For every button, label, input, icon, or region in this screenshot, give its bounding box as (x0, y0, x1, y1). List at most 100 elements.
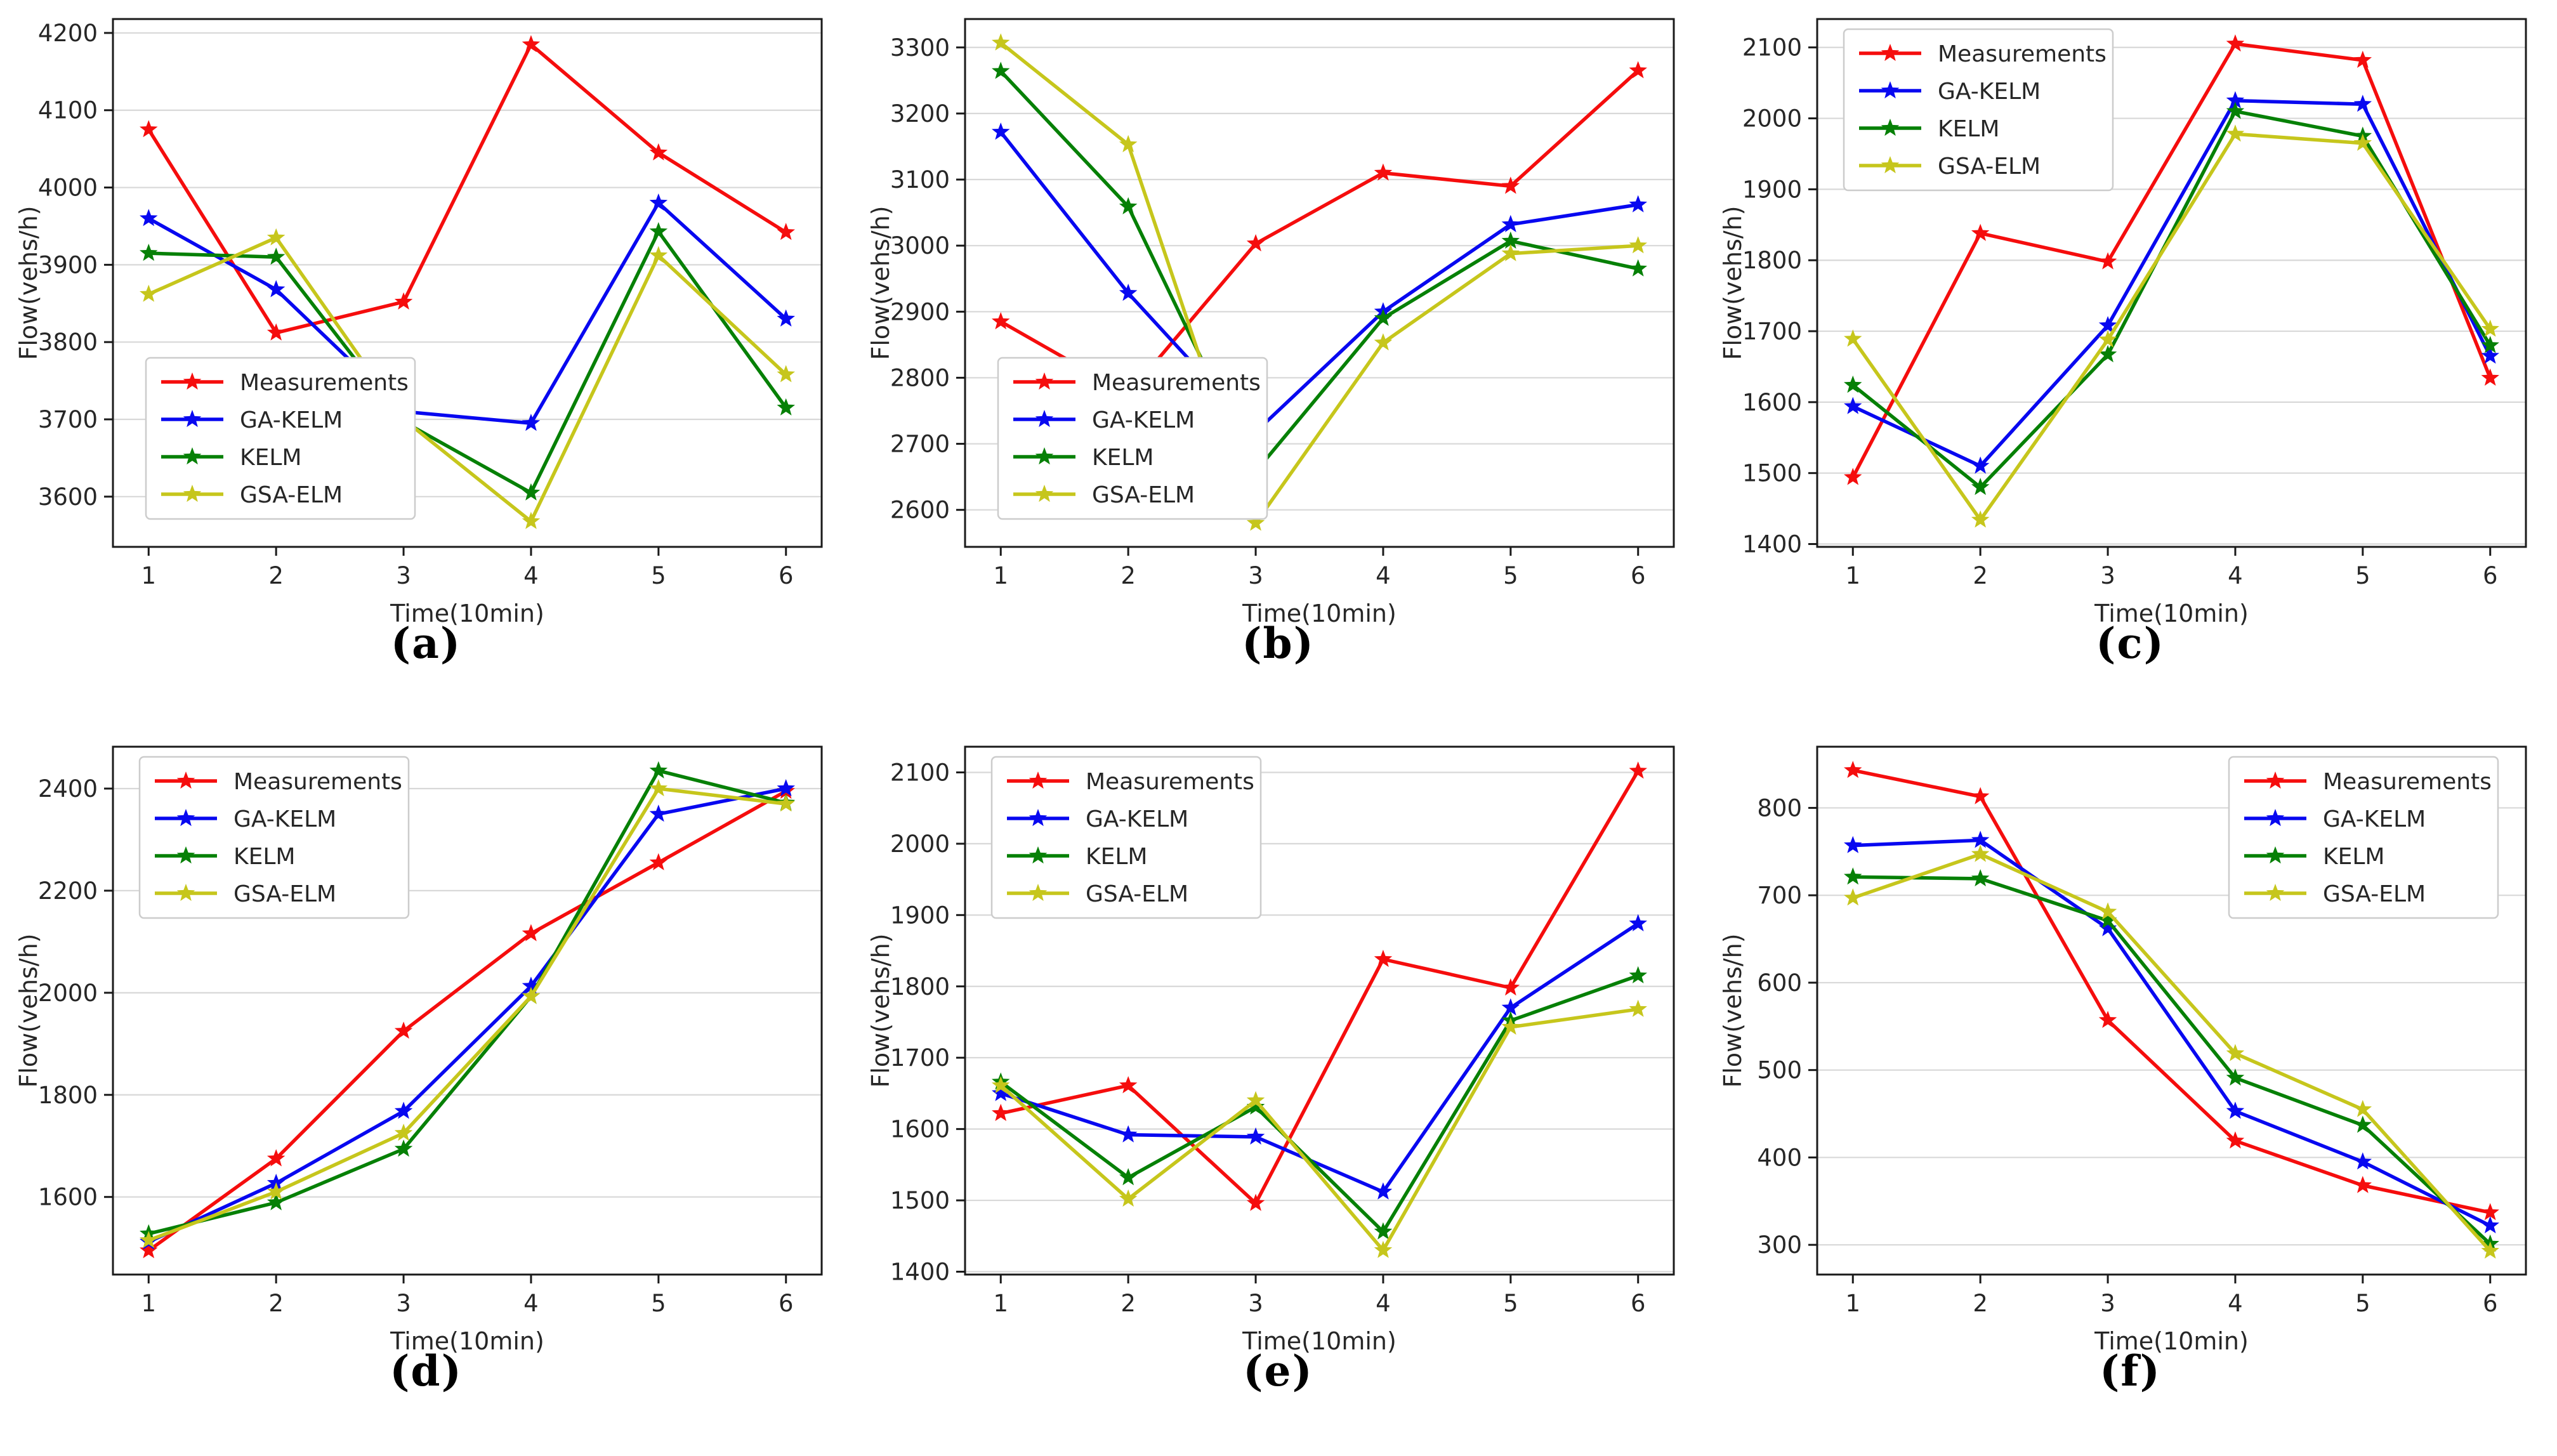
subplot-e: 1400 1500 1600 1700 1800 1900 2000 2100 1 2 3 4 5 6 Ti… (852, 728, 1704, 1455)
svg-text:2000: 2000 (38, 980, 98, 1007)
svg-text:1: 1 (1845, 1290, 1860, 1317)
svg-text:1400: 1400 (1742, 531, 1802, 558)
svg-text:Measurements: Measurements (1938, 41, 2107, 67)
svg-text:4: 4 (1376, 562, 1391, 589)
svg-text:1900: 1900 (1742, 176, 1802, 203)
chart-canvas-e: 1400 1500 1600 1700 1800 1900 2000 2100 1 2 3 4 5 6 Ti… (867, 745, 1675, 1355)
subplot-b: 2600 2700 2800 2900 3000 3100 3200 3300 1 2 3 4 5 6 Ti… (852, 0, 1704, 728)
svg-text:6: 6 (779, 1290, 794, 1317)
svg-text:KELM: KELM (233, 844, 295, 870)
svg-text:2800: 2800 (890, 364, 950, 391)
svg-text:Time(10min): Time(10min) (2094, 600, 2249, 627)
svg-text:4: 4 (2228, 1290, 2243, 1317)
svg-text:GA-KELM: GA-KELM (1938, 79, 2041, 105)
svg-text:GSA-ELM: GSA-ELM (233, 881, 336, 907)
svg-text:GSA-ELM: GSA-ELM (2323, 881, 2426, 907)
chart-canvas-a: 3600 3700 3800 3900 4000 4100 4200 1 2 3 4 5 6 Time(1… (15, 18, 823, 627)
svg-text:2600: 2600 (890, 497, 950, 524)
svg-text:Time(10min): Time(10min) (2094, 1327, 2249, 1355)
svg-text:3600: 3600 (38, 483, 98, 511)
svg-text:1600: 1600 (1742, 389, 1802, 416)
svg-text:5: 5 (651, 562, 666, 589)
svg-text:1: 1 (1845, 562, 1860, 589)
svg-text:4000: 4000 (38, 174, 98, 202)
svg-text:3: 3 (396, 1290, 411, 1317)
svg-text:5: 5 (1503, 562, 1518, 589)
svg-text:2200: 2200 (38, 877, 98, 905)
svg-text:5: 5 (2355, 562, 2370, 589)
svg-text:GSA-ELM: GSA-ELM (1938, 154, 2041, 180)
svg-text:5: 5 (2355, 1290, 2370, 1317)
svg-text:500: 500 (1757, 1057, 1802, 1084)
svg-text:GA-KELM: GA-KELM (240, 407, 343, 433)
svg-text:1900: 1900 (890, 902, 950, 929)
svg-text:4: 4 (1376, 1290, 1391, 1317)
chart-canvas-c: 1400 1500 1600 1700 1800 1900 2000 2100 1 2 3 4 5 6 Ti… (1719, 18, 2527, 627)
svg-text:Time(10min): Time(10min) (390, 600, 544, 627)
svg-text:1800: 1800 (1742, 247, 1802, 274)
svg-text:3200: 3200 (890, 100, 950, 128)
svg-text:2: 2 (1121, 1290, 1136, 1317)
svg-text:6: 6 (1631, 562, 1646, 589)
svg-text:Measurements: Measurements (2323, 769, 2492, 795)
subplot-caption-c: (c) (2096, 619, 2165, 668)
svg-text:GA-KELM: GA-KELM (2323, 806, 2426, 832)
svg-text:1800: 1800 (38, 1082, 98, 1109)
svg-text:2: 2 (1973, 562, 1988, 589)
svg-text:4100: 4100 (38, 97, 98, 124)
svg-text:2100: 2100 (890, 759, 950, 786)
svg-text:6: 6 (2483, 562, 2498, 589)
chart-canvas-f: 300 400 500 600 700 800 1 2 3 4 5 6 Time(10min) Flow(… (1719, 745, 2527, 1355)
svg-text:1: 1 (141, 1290, 156, 1317)
svg-text:2: 2 (268, 562, 284, 589)
svg-text:3700: 3700 (38, 406, 98, 433)
svg-text:1600: 1600 (890, 1116, 950, 1143)
svg-text:700: 700 (1757, 882, 1802, 909)
svg-text:KELM: KELM (1092, 445, 1154, 471)
svg-text:Measurements: Measurements (233, 769, 402, 795)
svg-text:1500: 1500 (890, 1187, 950, 1214)
svg-text:2000: 2000 (1742, 105, 1802, 133)
svg-text:GA-KELM: GA-KELM (1086, 806, 1188, 832)
svg-text:2700: 2700 (890, 431, 950, 458)
svg-text:6: 6 (2483, 1290, 2498, 1317)
svg-text:3: 3 (2100, 562, 2115, 589)
svg-text:1400: 1400 (890, 1259, 950, 1286)
svg-text:400: 400 (1757, 1144, 1802, 1171)
svg-text:5: 5 (1503, 1290, 1518, 1317)
svg-text:3800: 3800 (38, 329, 98, 356)
svg-text:1: 1 (993, 1290, 1008, 1317)
svg-text:1700: 1700 (890, 1044, 950, 1072)
svg-text:Flow(vehs/h): Flow(vehs/h) (15, 933, 43, 1087)
svg-text:Flow(vehs/h): Flow(vehs/h) (867, 933, 895, 1087)
subplot-caption-b: (b) (1242, 619, 1315, 668)
svg-text:1500: 1500 (1742, 460, 1802, 487)
svg-text:GA-KELM: GA-KELM (233, 806, 336, 832)
svg-text:6: 6 (779, 562, 794, 589)
svg-text:4: 4 (2228, 562, 2243, 589)
svg-text:3100: 3100 (890, 166, 950, 193)
svg-text:2: 2 (268, 1290, 284, 1317)
subplot-a: 3600 3700 3800 3900 4000 4100 4200 1 2 3 4 5 6 Time(1… (0, 0, 852, 728)
svg-text:3: 3 (1248, 1290, 1263, 1317)
svg-text:4: 4 (523, 562, 539, 589)
svg-text:Flow(vehs/h): Flow(vehs/h) (867, 206, 895, 360)
svg-text:300: 300 (1757, 1231, 1802, 1259)
svg-text:800: 800 (1757, 794, 1802, 822)
svg-text:1: 1 (141, 562, 156, 589)
svg-text:Flow(vehs/h): Flow(vehs/h) (1719, 933, 1747, 1087)
svg-text:KELM: KELM (1938, 116, 1999, 142)
svg-text:2900: 2900 (890, 298, 950, 325)
svg-text:KELM: KELM (240, 445, 301, 471)
subplot-caption-a: (a) (390, 619, 462, 668)
svg-text:KELM: KELM (2323, 844, 2384, 870)
svg-text:3: 3 (1248, 562, 1263, 589)
svg-text:3000: 3000 (890, 232, 950, 259)
svg-text:4200: 4200 (38, 20, 98, 47)
svg-text:Measurements: Measurements (240, 370, 409, 396)
subplot-f: 300 400 500 600 700 800 1 2 3 4 5 6 Time(10min) Flow(… (1704, 728, 2556, 1455)
svg-text:Flow(vehs/h): Flow(vehs/h) (15, 206, 43, 360)
svg-text:3: 3 (396, 562, 411, 589)
svg-text:1700: 1700 (1742, 318, 1802, 345)
